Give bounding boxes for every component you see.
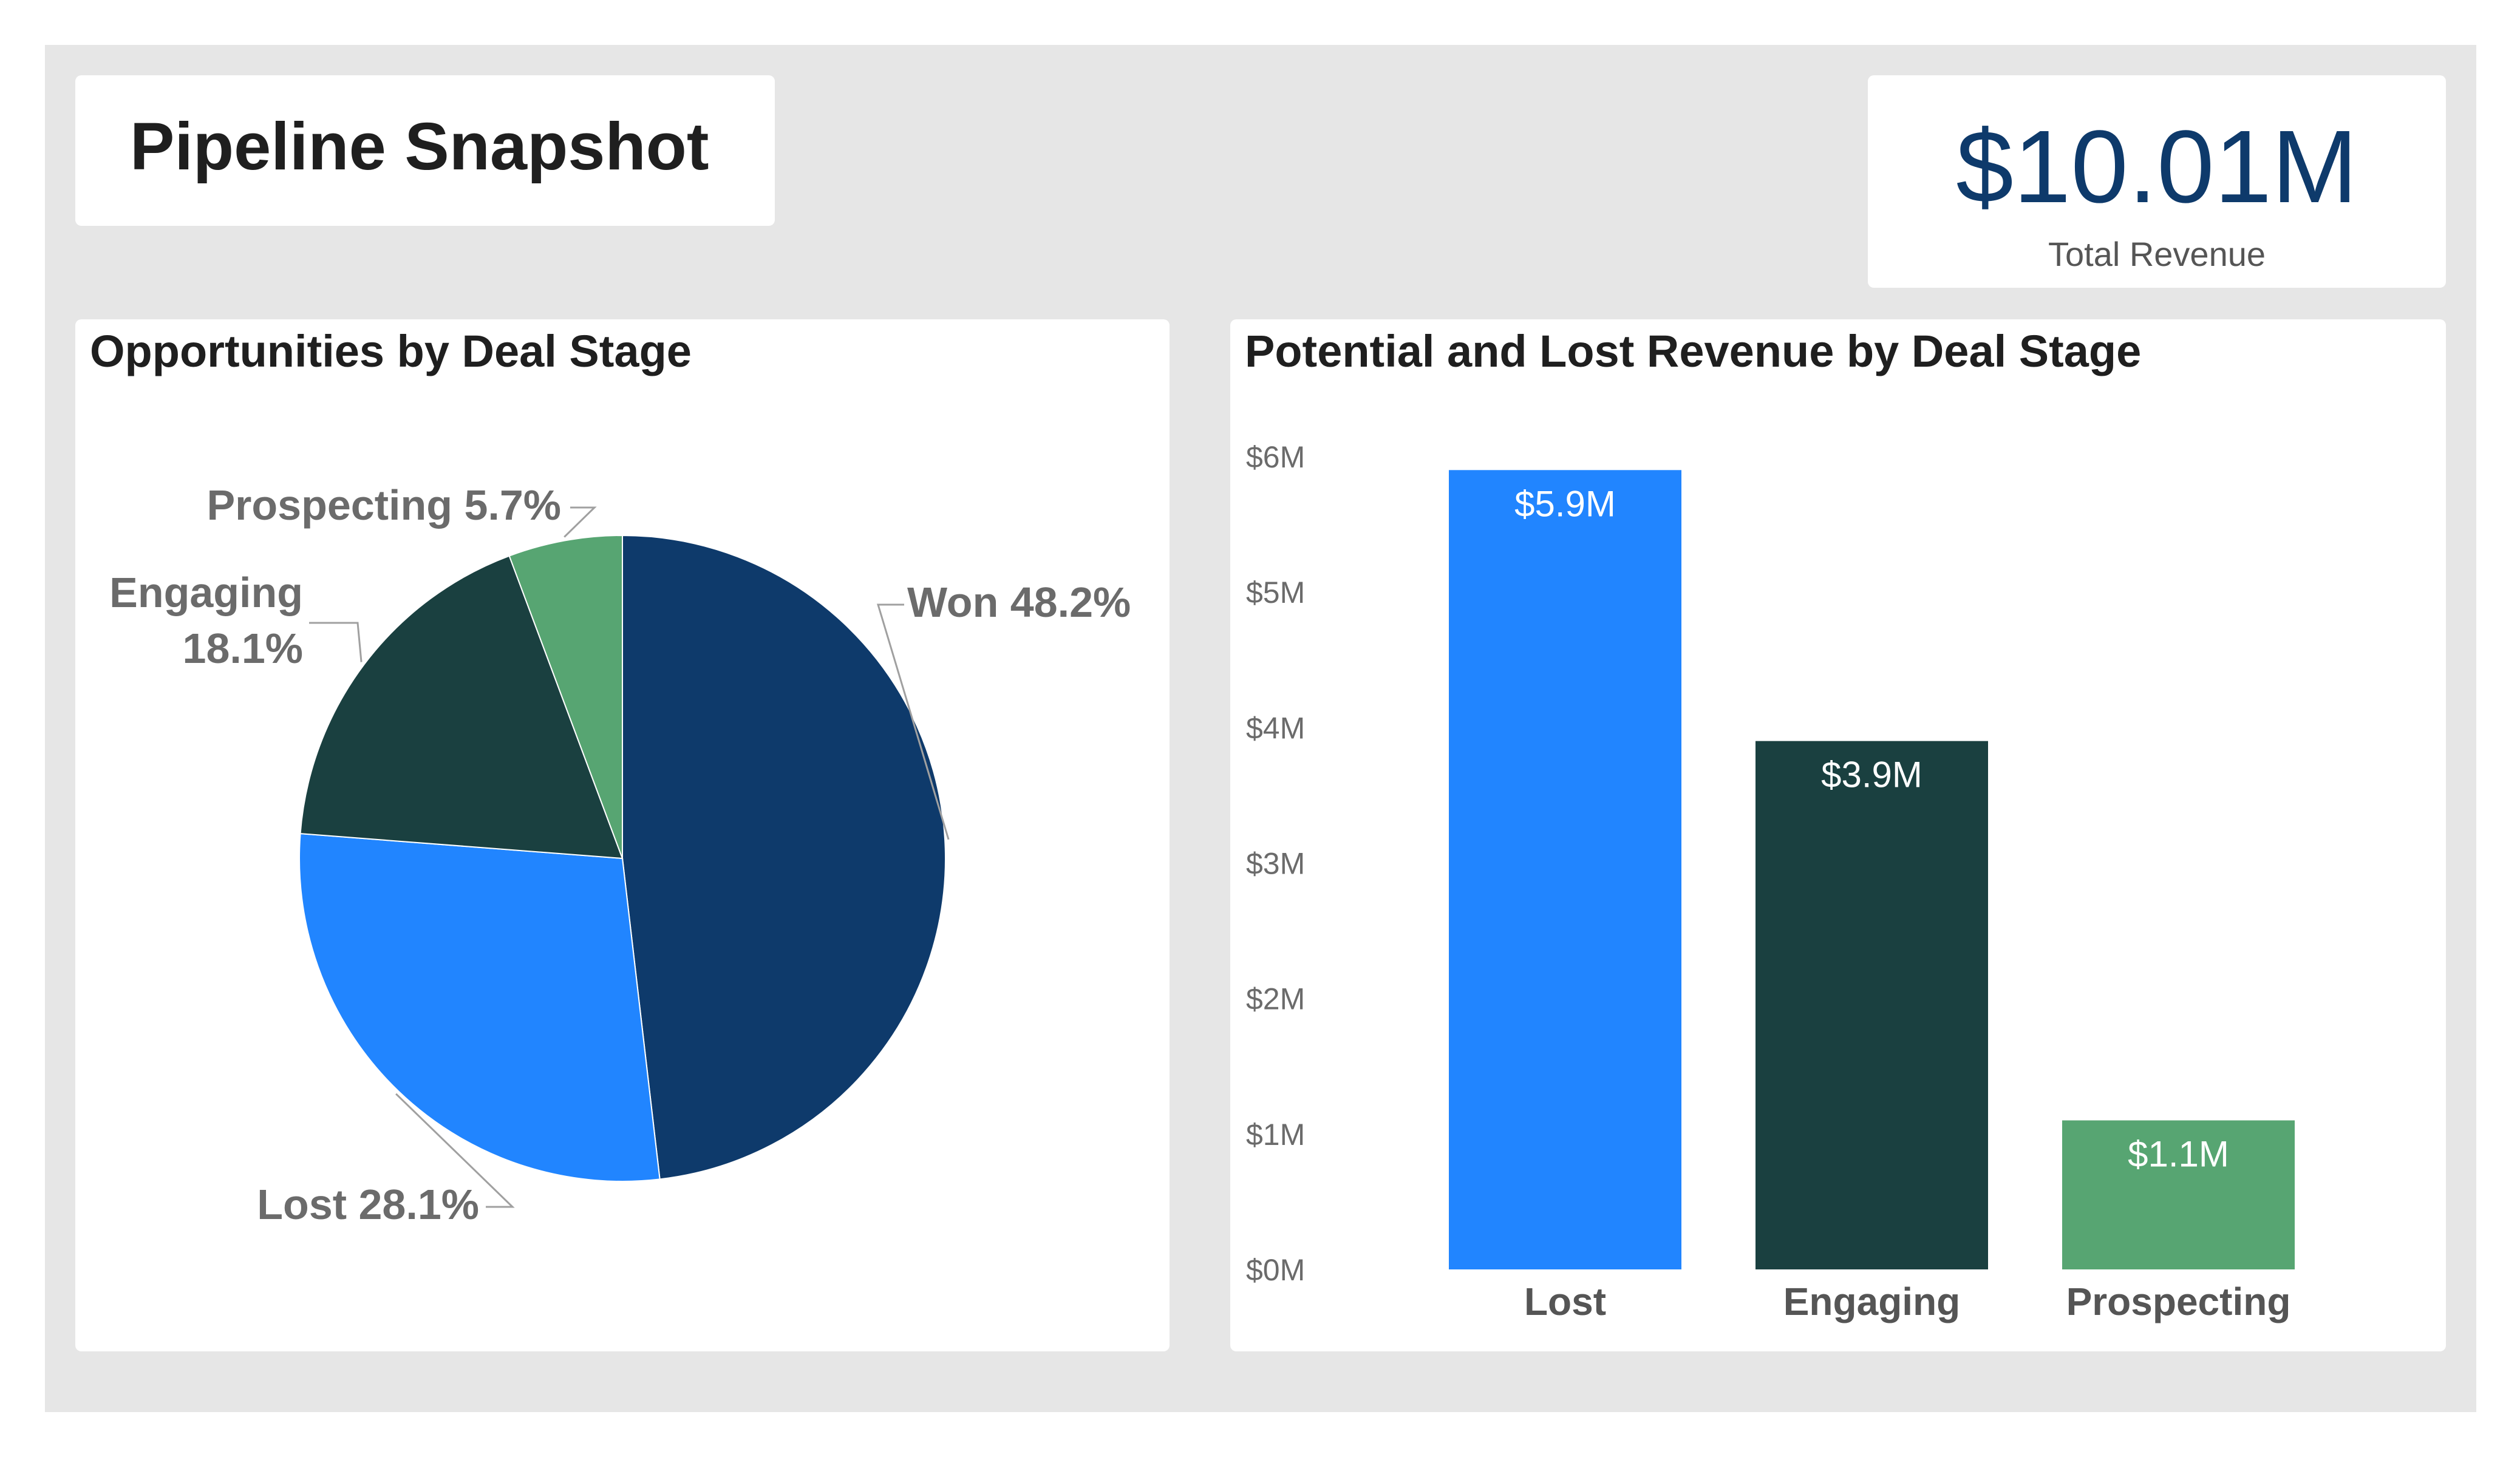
dashboard-canvas: Pipeline Snapshot $10.01M Total Revenue …	[45, 45, 2476, 1412]
bar-chart-card[interactable]: Potential and Lost Revenue by Deal Stage…	[1230, 319, 2446, 1351]
x-category-label: Prospecting	[2066, 1280, 2291, 1323]
x-category-label: Engaging	[1783, 1280, 1961, 1323]
pie-label-lost: Lost 28.1%	[257, 1181, 479, 1228]
pie-chart-title: Opportunities by Deal Stage	[90, 326, 692, 376]
bar-chart-title: Potential and Lost Revenue by Deal Stage	[1245, 326, 2142, 376]
kpi-value: $10.01M	[1956, 109, 2358, 225]
pie-slice-lost[interactable]	[299, 833, 661, 1182]
bar-data-label: $5.9M	[1514, 483, 1616, 524]
bar-data-label: $3.9M	[1821, 755, 1922, 795]
pie-leader-line	[395, 1093, 515, 1208]
pie-chart: Won 48.2% Lost 28.1% Engaging 18.1% Prospect…	[109, 481, 1131, 1228]
y-tick-label: $2M	[1246, 982, 1305, 1016]
pie-leader-line	[564, 506, 597, 538]
y-tick-label: $5M	[1246, 576, 1305, 610]
total-revenue-card[interactable]: $10.01M Total Revenue	[1868, 75, 2446, 288]
pie-slice-engaging[interactable]	[299, 555, 624, 860]
kpi-label: Total Revenue	[2048, 235, 2266, 273]
title-card: Pipeline Snapshot	[75, 75, 775, 226]
y-tick-label: $6M	[1246, 440, 1305, 474]
y-tick-label: $4M	[1246, 711, 1305, 745]
bar-prospecting[interactable]	[2062, 1120, 2295, 1269]
y-tick-label: $3M	[1246, 847, 1305, 881]
y-tick-label: $1M	[1246, 1118, 1305, 1152]
pie-leader-line	[309, 622, 363, 662]
bar-lost[interactable]	[1449, 470, 1681, 1269]
bar-chart: $0M $1M $2M $3M $4M $5M $6M $5.9M Lost $3.9M Engag…	[1246, 440, 2295, 1323]
pie-label-won: Won 48.2%	[907, 579, 1131, 626]
page-title: Pipeline Snapshot	[130, 109, 709, 184]
pie-chart-card[interactable]: Opportunities by Deal Stage Won 48.2% Los…	[75, 319, 1170, 1351]
bar-data-label: $1.1M	[2128, 1134, 2229, 1175]
y-tick-label: $0M	[1246, 1253, 1305, 1287]
pie-leader-line	[876, 603, 950, 840]
pie-slice-prospecting[interactable]	[508, 534, 623, 859]
pie-label-engaging: Engaging 18.1%	[109, 569, 303, 672]
pie-label-prospecting: Prospecting 5.7%	[206, 481, 561, 529]
x-category-label: Lost	[1524, 1280, 1606, 1323]
bar-engaging[interactable]	[1755, 741, 1988, 1269]
pie-slice-won[interactable]	[622, 534, 946, 1180]
